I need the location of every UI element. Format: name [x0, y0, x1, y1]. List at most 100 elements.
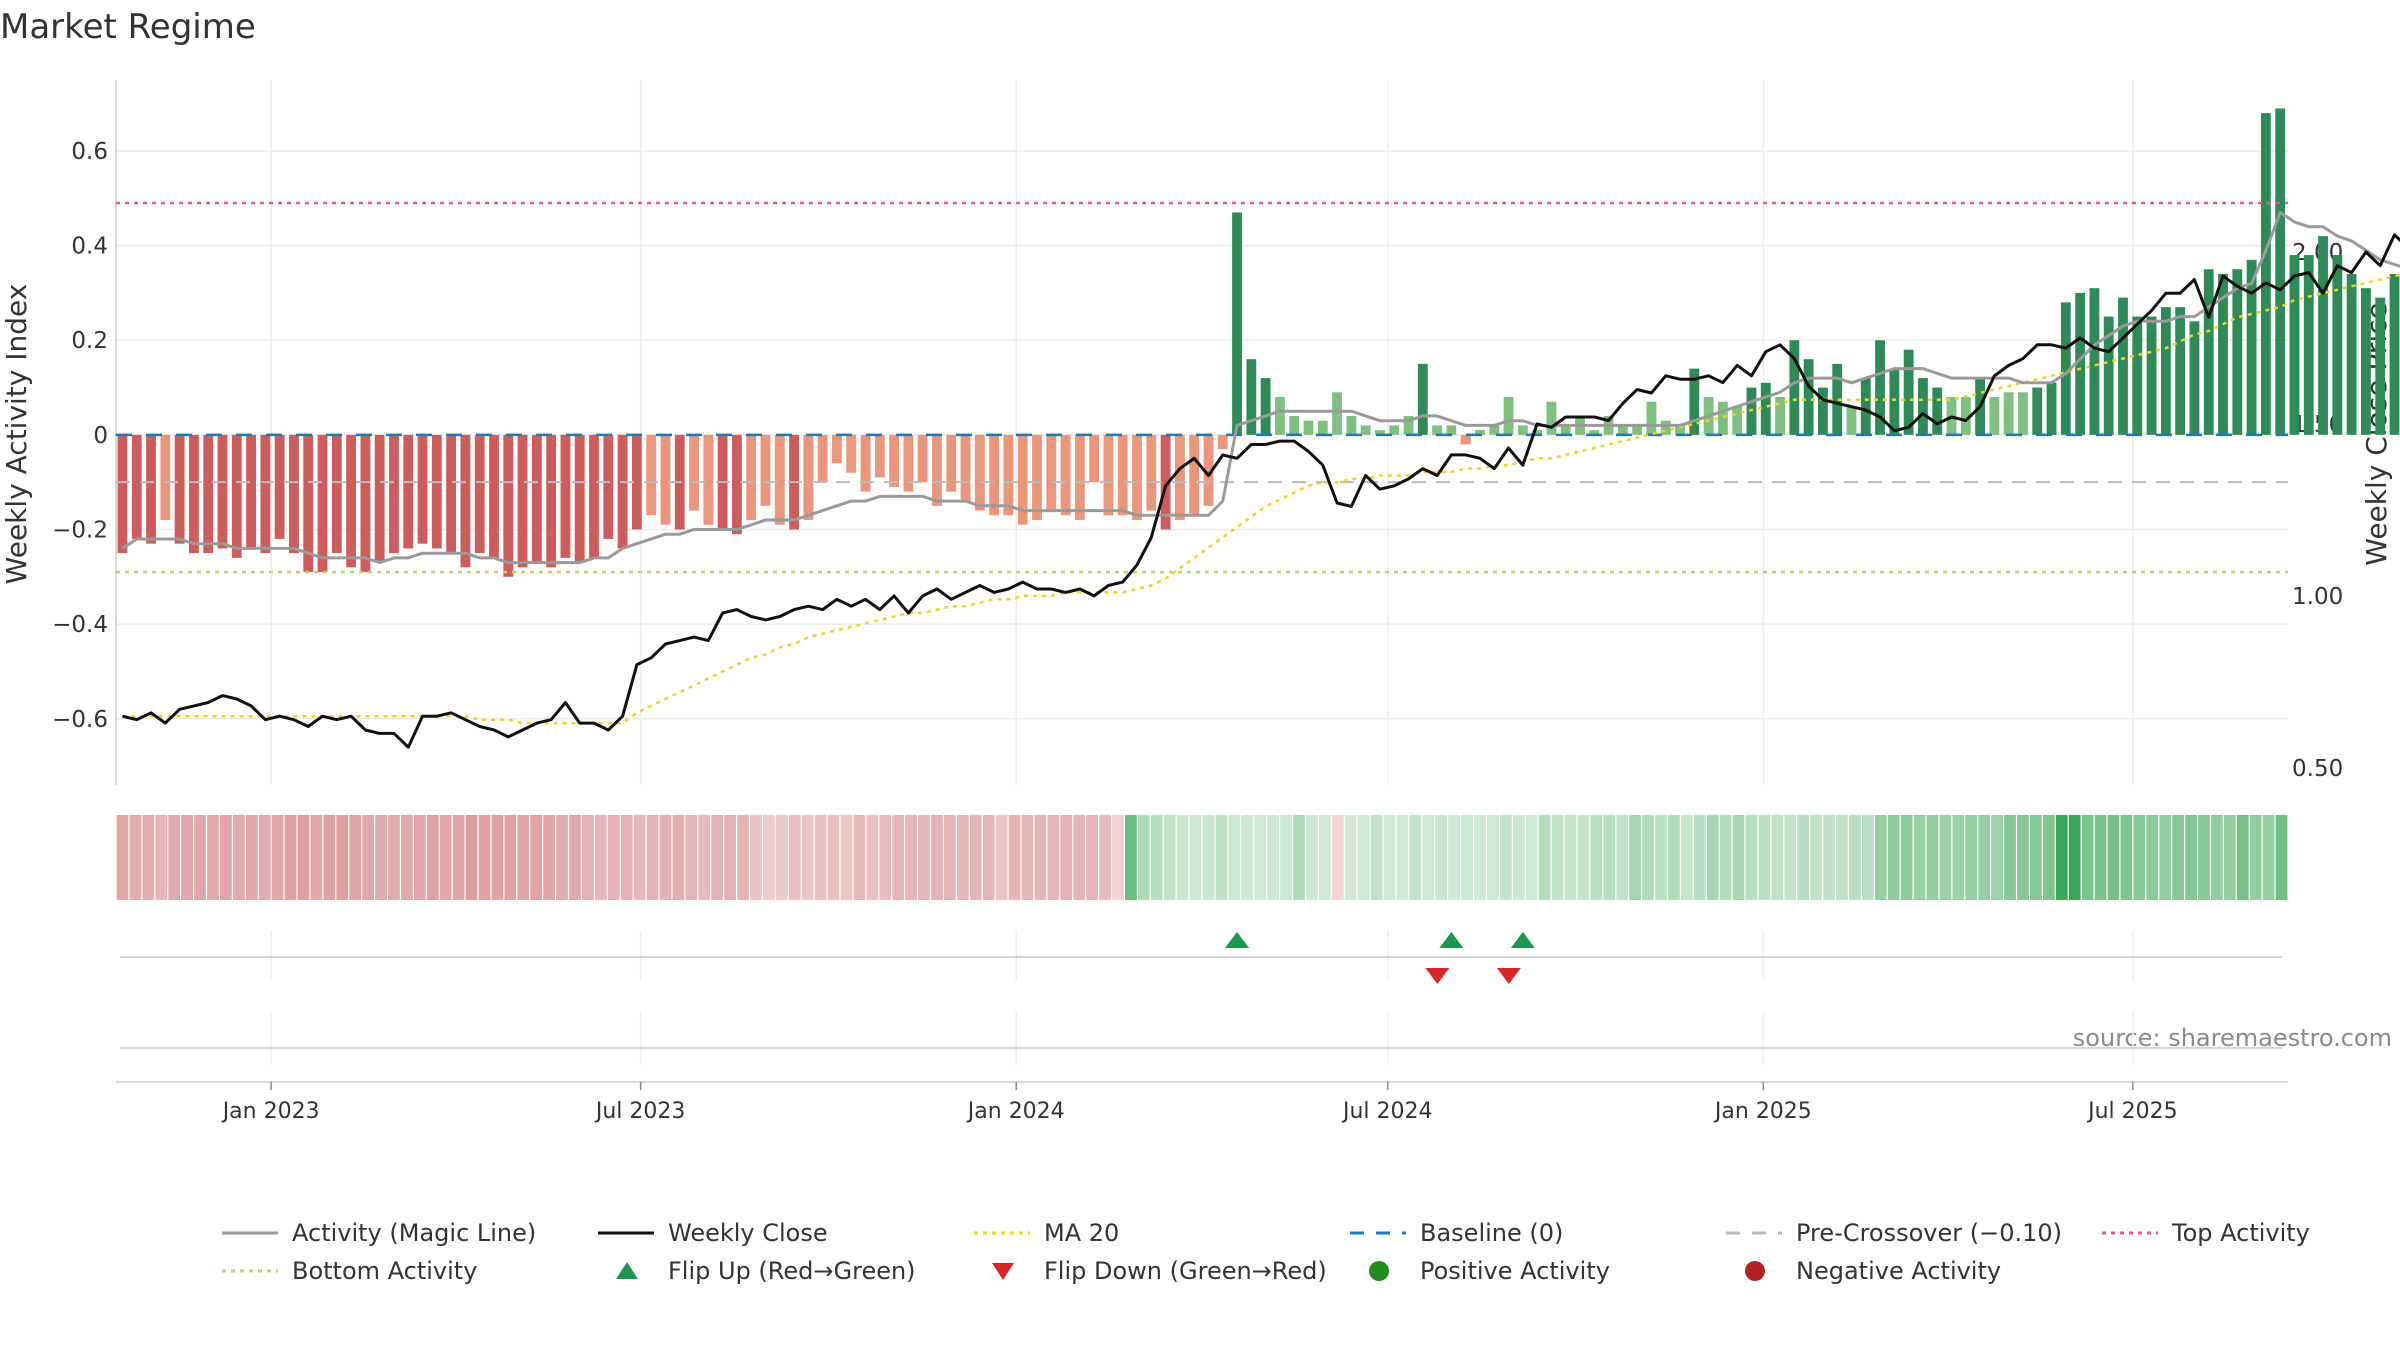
activity-bar [603, 435, 613, 539]
regime-strip-cell [1616, 815, 1628, 900]
chart-title: Market Regime [0, 7, 256, 47]
activity-bar [2190, 321, 2200, 435]
flip-markers-panel [120, 932, 2282, 1048]
regime-strip-cell [466, 815, 478, 900]
activity-bar [1275, 397, 1285, 435]
activity-bar [260, 435, 270, 553]
activity-bar [1446, 425, 1456, 434]
regime-strip-cell [1836, 815, 1848, 900]
regime-strip-cell [1707, 815, 1719, 900]
regime-strip-cell [401, 815, 413, 900]
activity-bar [360, 435, 370, 572]
activity-bar [975, 435, 985, 511]
regime-strip-cell [1035, 815, 1047, 900]
activity-bar [2032, 388, 2042, 435]
activity-bar [2204, 269, 2214, 435]
activity-bar [1647, 402, 1657, 435]
regime-strip-cell [323, 815, 335, 900]
regime-strip-cell [970, 815, 982, 900]
legend-swatch-circle [1745, 1261, 1765, 1281]
regime-strip-cell [1319, 815, 1331, 900]
activity-bar [1889, 369, 1899, 435]
regime-strip-cell [1746, 815, 1758, 900]
regime-strip-cell [918, 815, 930, 900]
activity-bar [1461, 435, 1471, 444]
activity-bar [1246, 359, 1256, 435]
activity-bar [1761, 383, 1771, 435]
activity-bar [661, 435, 671, 525]
legend-label: Flip Up (Red→Green) [668, 1257, 916, 1285]
regime-strip-cell [789, 815, 801, 900]
regime-strip-cell [1099, 815, 1111, 900]
legend-label: Activity (Magic Line) [292, 1219, 536, 1247]
regime-strip-cell [117, 815, 129, 900]
regime-strip-cell [1952, 815, 1964, 900]
activity-bar [1861, 378, 1871, 435]
regime-strip-cell [1965, 815, 1977, 900]
activity-bar [275, 435, 285, 539]
regime-strip-cell [1927, 815, 1939, 900]
activity-bar [2261, 113, 2271, 435]
regime-strip-cell [453, 815, 465, 900]
regime-strip-cell [1526, 815, 1538, 900]
legend-label: Weekly Close [668, 1219, 828, 1247]
regime-strip-cell [763, 815, 775, 900]
regime-strip-cell [1022, 815, 1034, 900]
regime-strip-cell [556, 815, 568, 900]
regime-strip-cell [1422, 815, 1434, 900]
regime-strip-cell [1875, 815, 1887, 900]
activity-bar [1175, 435, 1185, 520]
regime-strip-cell [711, 815, 723, 900]
regime-strip-cell [621, 815, 633, 900]
legend-swatch-triangle-up [616, 1262, 638, 1279]
activity-bar [446, 435, 456, 553]
activity-bar [1504, 397, 1514, 435]
activity-bar [618, 435, 628, 549]
regime-strip-cell [1720, 815, 1732, 900]
activity-bar [775, 435, 785, 525]
regime-strip-cell [207, 815, 219, 900]
regime-strip-cell [1513, 815, 1525, 900]
regime-strip-cell [233, 815, 245, 900]
activity-bar [1304, 421, 1314, 435]
regime-strip-cell [1216, 815, 1228, 900]
activity-bar [118, 435, 128, 553]
regime-strip-cell [1397, 815, 1409, 900]
activity-bar [1289, 416, 1299, 435]
regime-strip-cell [2121, 815, 2133, 900]
regime-strip-cell [2069, 815, 2081, 900]
regime-strip-cell [1474, 815, 1486, 900]
regime-strip-cell [854, 815, 866, 900]
regime-strip-cell [1500, 815, 1512, 900]
regime-strip-cell [1771, 815, 1783, 900]
activity-bar [1132, 435, 1142, 520]
regime-strip-cell [1539, 815, 1551, 900]
x-tick-label: Jan 2023 [221, 1099, 320, 1124]
activity-bar [832, 435, 842, 463]
regime-strip-cell [1565, 815, 1577, 900]
regime-strip-cell [815, 815, 827, 900]
regime-strip-cell [1487, 815, 1499, 900]
activity-bar [1389, 425, 1399, 434]
regime-strip-cell [504, 815, 516, 900]
regime-strip-cell [983, 815, 995, 900]
activity-bar [1104, 435, 1114, 515]
activity-bar [2004, 392, 2014, 435]
x-tick-label: Jan 2025 [1713, 1099, 1812, 1124]
regime-strip-cell [1280, 815, 1292, 900]
regime-strip-cell [905, 815, 917, 900]
regime-strip-cell [1461, 815, 1473, 900]
regime-strip-cell [1086, 815, 1098, 900]
activity-bar [746, 435, 756, 520]
activity-bar [1518, 425, 1528, 434]
activity-bar [1432, 425, 1442, 434]
activity-bar [918, 435, 928, 482]
activity-bar [1232, 212, 1242, 434]
regime-strip-cell [1164, 815, 1176, 900]
y-tick-label: 0.2 [71, 328, 108, 354]
regime-strip-cell [1810, 815, 1822, 900]
activity-bar [1732, 406, 1742, 434]
flip-down-marker [1425, 968, 1449, 984]
legend-label: Baseline (0) [1420, 1219, 1563, 1247]
